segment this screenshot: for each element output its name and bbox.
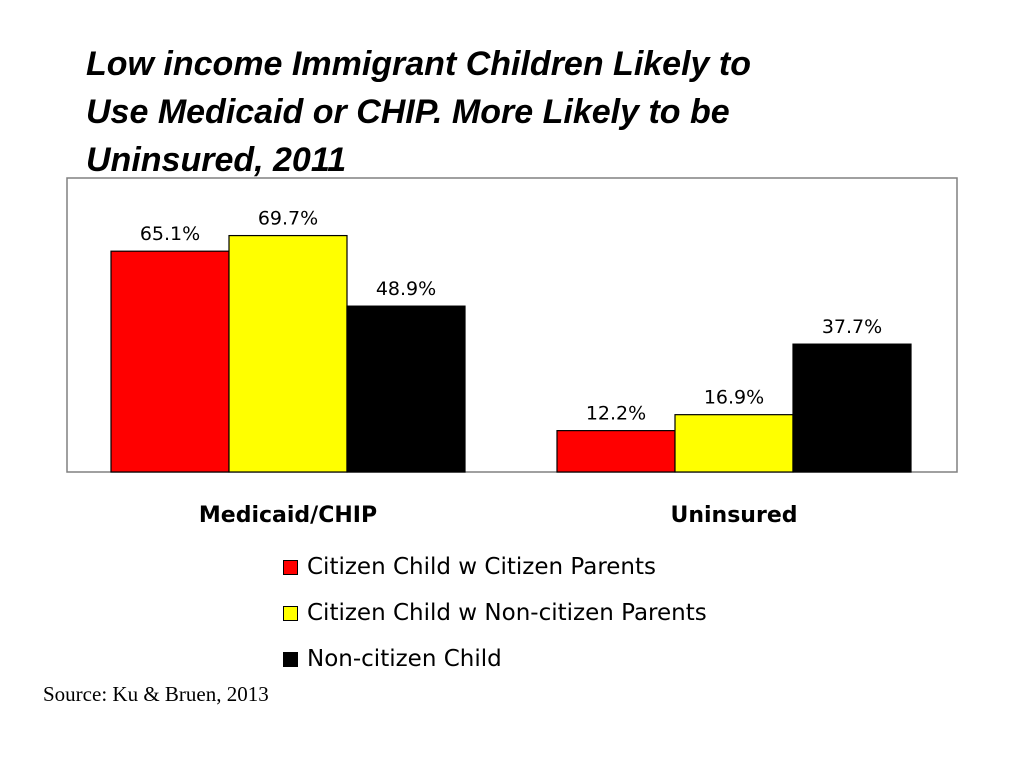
legend-label: Citizen Child w Non-citizen Parents xyxy=(307,600,707,626)
data-label: 12.2% xyxy=(586,403,646,425)
bar xyxy=(556,430,676,473)
chart-title-line-1: Low income Immigrant Children Likely to xyxy=(86,45,751,83)
legend-item-noncitizen-child: Non-citizen Child xyxy=(283,636,707,682)
legend-item-noncitizen-parents: Citizen Child w Non-citizen Parents xyxy=(283,590,707,636)
bar xyxy=(110,250,230,473)
data-label: 16.9% xyxy=(704,387,764,409)
legend-label: Citizen Child w Citizen Parents xyxy=(307,554,656,580)
data-label: 37.7% xyxy=(822,316,882,338)
legend-swatch-yellow xyxy=(283,605,298,621)
legend-label: Non-citizen Child xyxy=(307,646,502,672)
bar xyxy=(346,305,466,473)
category-label: Medicaid/CHIP xyxy=(199,503,377,528)
bar xyxy=(228,234,348,473)
legend-item-citizen-parents: Citizen Child w Citizen Parents xyxy=(283,544,707,590)
category-label: Uninsured xyxy=(670,503,797,528)
data-label: 65.1% xyxy=(140,223,200,245)
source-note: Source: Ku & Bruen, 2013 xyxy=(43,682,269,706)
data-label: 48.9% xyxy=(376,278,436,300)
data-label: 69.7% xyxy=(258,208,318,230)
chart-title-line-3: Uninsured, 2011 xyxy=(86,141,347,179)
legend-swatch-red xyxy=(283,559,298,575)
chart-title-line-2: Use Medicaid or CHIP. More Likely to be xyxy=(86,93,730,131)
bar xyxy=(674,414,794,473)
legend-swatch-black xyxy=(283,651,298,667)
chart-title: Low income Immigrant Children Likely to … xyxy=(86,40,946,184)
chart-legend: Citizen Child w Citizen Parents Citizen … xyxy=(283,544,707,682)
bar xyxy=(792,343,912,473)
